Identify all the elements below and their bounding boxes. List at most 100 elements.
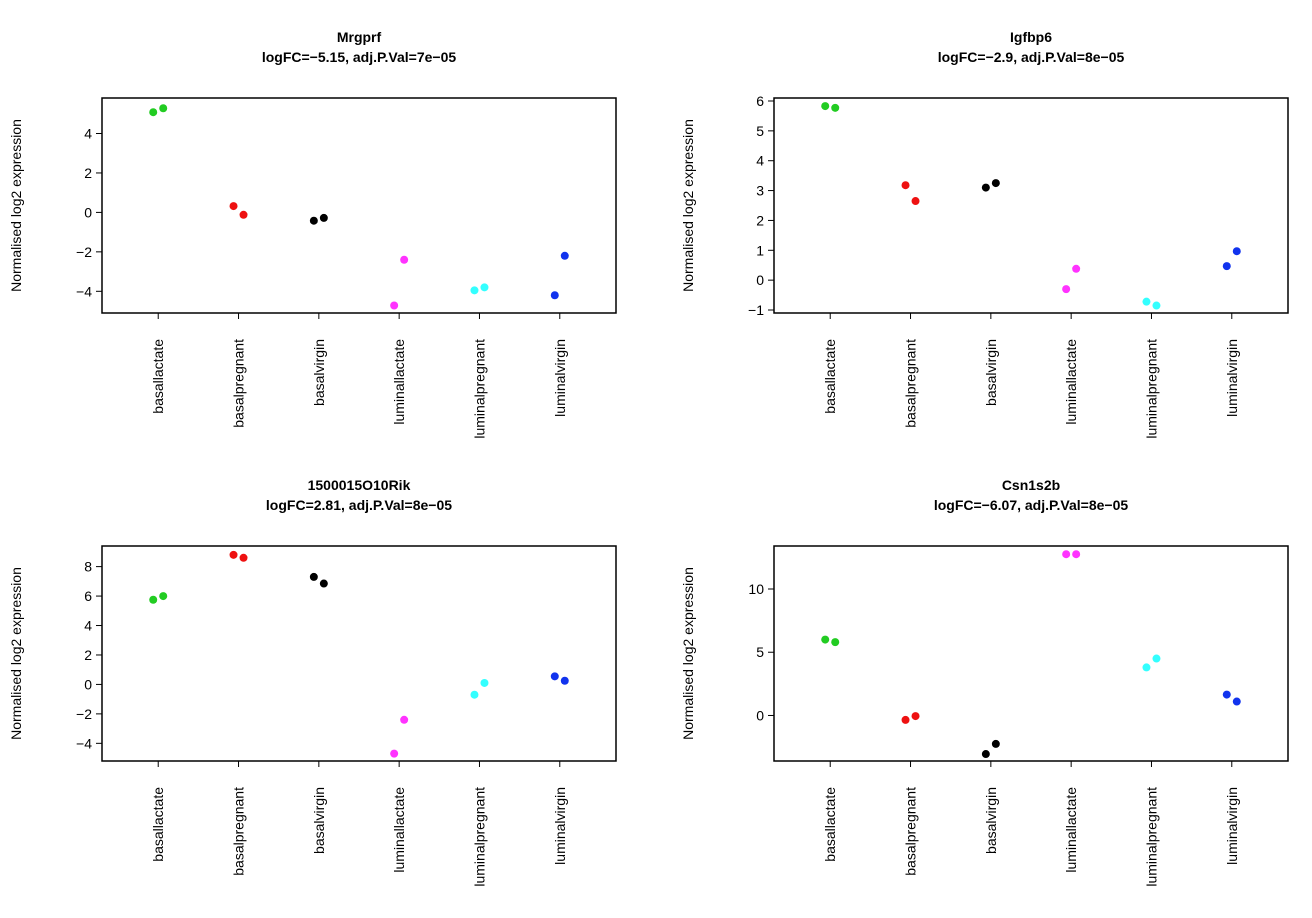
data-point xyxy=(470,286,479,295)
data-point xyxy=(831,638,840,647)
plot-frame xyxy=(101,545,617,762)
x-tick-label: luminalpregnant xyxy=(1143,339,1159,439)
y-tick-label: −2 xyxy=(76,706,92,722)
x-tick-label: basalvirgin xyxy=(311,787,327,854)
plot-panel: Igfbp6 logFC=−2.9, adj.P.Val=8e−05 −1 0 1 2 3 4… xyxy=(680,29,1289,439)
data-point xyxy=(390,301,399,310)
x-tick-label: basalvirgin xyxy=(311,339,327,406)
y-tick-label: 1 xyxy=(756,242,764,258)
x-tick-label: luminallactate xyxy=(391,787,407,873)
y-tick-label: 2 xyxy=(84,647,92,663)
plot-frame xyxy=(773,545,1289,762)
x-tick-label: basalpregnant xyxy=(903,339,919,428)
y-tick-label: −4 xyxy=(76,735,92,751)
data-point xyxy=(159,104,168,113)
y-tick-label: −4 xyxy=(76,283,92,299)
data-point xyxy=(239,553,248,562)
plot-subtitle: logFC=−5.15, adj.P.Val=7e−05 xyxy=(262,49,457,65)
y-tick-label: 8 xyxy=(84,559,92,575)
data-point xyxy=(981,183,990,192)
x-tick-label: luminalvirgin xyxy=(1224,339,1240,417)
plot-subtitle: logFC=2.81, adj.P.Val=8e−05 xyxy=(266,497,452,513)
data-point xyxy=(1232,247,1241,256)
plot-title: Igfbp6 xyxy=(1010,29,1052,45)
x-tick-label: luminalvirgin xyxy=(552,787,568,865)
x-tick-label: basallactate xyxy=(150,339,166,414)
x-tick-label: luminallactate xyxy=(1063,339,1079,425)
data-point xyxy=(1222,262,1231,271)
data-point xyxy=(1142,663,1151,672)
data-point xyxy=(981,750,990,759)
x-tick-label: luminalpregnant xyxy=(471,339,487,439)
data-point xyxy=(1062,285,1071,294)
data-point xyxy=(480,283,489,292)
x-tick-label: basalpregnant xyxy=(231,339,247,428)
plot-title: Mrgprf xyxy=(337,29,382,45)
data-point xyxy=(1152,654,1161,663)
data-point xyxy=(1222,690,1231,699)
plot-panel: 1500015O10Rik logFC=2.81, adj.P.Val=8e−05… xyxy=(8,477,617,887)
data-point xyxy=(400,255,409,264)
plot-subtitle: logFC=−6.07, adj.P.Val=8e−05 xyxy=(934,497,1129,513)
data-point xyxy=(319,213,328,222)
y-tick-label: 5 xyxy=(756,644,764,660)
data-point xyxy=(831,103,840,112)
y-tick-label: 10 xyxy=(748,581,764,597)
x-tick-label: luminallactate xyxy=(391,339,407,425)
plot-title: 1500015O10Rik xyxy=(308,477,411,493)
data-point xyxy=(550,291,559,300)
y-tick-label: 3 xyxy=(756,183,764,199)
data-point xyxy=(911,712,920,721)
y-tick-label: 0 xyxy=(756,272,764,288)
y-tick-label: 5 xyxy=(756,123,764,139)
data-point xyxy=(901,715,910,724)
plot-subtitle: logFC=−2.9, adj.P.Val=8e−05 xyxy=(938,49,1125,65)
data-point xyxy=(1072,550,1081,559)
y-tick-label: −1 xyxy=(748,302,764,318)
x-tick-label: luminalvirgin xyxy=(552,339,568,417)
data-point xyxy=(229,202,238,211)
data-point xyxy=(149,595,158,604)
data-point xyxy=(550,672,559,681)
data-point xyxy=(1152,301,1161,310)
y-tick-label: 6 xyxy=(84,588,92,604)
plot-title: Csn1s2b xyxy=(1002,477,1060,493)
data-point xyxy=(319,579,328,588)
data-point xyxy=(1072,264,1081,273)
data-point xyxy=(309,572,318,581)
x-tick-label: basallactate xyxy=(822,339,838,414)
y-tick-label: 0 xyxy=(756,707,764,723)
y-tick-label: 0 xyxy=(84,204,92,220)
data-point xyxy=(560,676,569,685)
data-point xyxy=(560,251,569,260)
data-point xyxy=(239,210,248,219)
data-point xyxy=(470,690,479,699)
x-tick-label: luminalpregnant xyxy=(1143,787,1159,887)
data-point xyxy=(390,749,399,758)
y-tick-label: 4 xyxy=(756,153,764,169)
data-point xyxy=(309,216,318,225)
x-tick-label: basalvirgin xyxy=(983,787,999,854)
data-point xyxy=(991,739,1000,748)
data-point xyxy=(991,179,1000,188)
y-tick-label: 6 xyxy=(756,93,764,109)
data-point xyxy=(821,635,830,644)
data-point xyxy=(1232,697,1241,706)
plot-frame xyxy=(101,97,617,314)
x-tick-label: luminalvirgin xyxy=(1224,787,1240,865)
y-tick-label: 2 xyxy=(756,212,764,228)
data-point xyxy=(480,678,489,687)
x-tick-label: luminalpregnant xyxy=(471,787,487,887)
plot-frame xyxy=(773,97,1289,314)
x-tick-label: basallactate xyxy=(150,787,166,862)
data-point xyxy=(149,108,158,117)
x-tick-label: basallactate xyxy=(822,787,838,862)
y-tick-label: −2 xyxy=(76,244,92,260)
data-point xyxy=(400,715,409,724)
y-tick-label: 4 xyxy=(84,618,92,634)
y-tick-label: 4 xyxy=(84,126,92,142)
y-axis-label: Normalised log2 expression xyxy=(680,567,696,740)
x-tick-label: basalpregnant xyxy=(231,787,247,876)
x-tick-label: basalvirgin xyxy=(983,339,999,406)
